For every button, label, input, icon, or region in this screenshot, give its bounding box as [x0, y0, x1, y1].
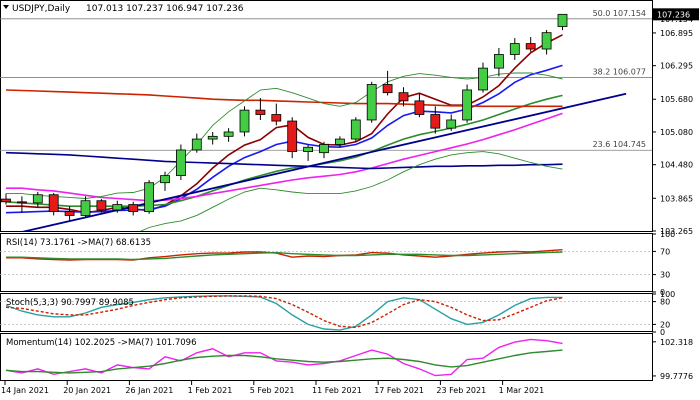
dropdown-triangle-icon [3, 5, 9, 9]
stoch-tick-label: 0 [660, 328, 665, 337]
candle-bear [96, 200, 107, 211]
trendline [22, 92, 627, 231]
candle-bull [366, 84, 377, 121]
candle-bear [287, 120, 298, 153]
candle-bull [144, 182, 155, 213]
candle-bull [303, 146, 314, 153]
symbol-header: USDJPY,Daily 107.013 107.237 106.947 107… [3, 4, 244, 14]
date-tick-label: 26 Jan 2021 [125, 386, 173, 395]
candle-bear [255, 109, 266, 115]
candle-bear [48, 194, 59, 213]
candle-bull [207, 135, 218, 140]
price-tick-label: 106.895 [660, 29, 693, 38]
last-price-box [653, 8, 699, 21]
date-tick-label: 23 Feb 2021 [436, 386, 486, 395]
candle-bear [430, 114, 441, 129]
stoch-tick-label: 80 [660, 298, 670, 307]
candle-bull [191, 138, 202, 151]
candle-bear [128, 204, 139, 213]
candle-bear [64, 211, 75, 216]
candle-bull [462, 89, 473, 121]
candle-bull [541, 32, 552, 50]
candle-bull [557, 13, 568, 27]
axis-labels: 107.154106.895106.295105.680105.080104.4… [1, 8, 699, 395]
rsi-tick-label: 70 [660, 247, 670, 256]
candle-bear [16, 201, 27, 204]
overlay-line [6, 34, 563, 214]
price-tick-label: 105.680 [660, 95, 693, 104]
overlay-line [140, 151, 563, 231]
price-panel[interactable]: 50.0 107.154 38.2 106.077 23.6 104.745 [0, 9, 652, 246]
date-tick-label: 5 Feb 2021 [250, 386, 295, 395]
price-tick-label: 106.295 [660, 62, 693, 71]
candle-bull [32, 194, 43, 204]
candle-bear [1, 198, 11, 203]
candle-bull [223, 131, 234, 137]
date-tick-label: 14 Jan 2021 [1, 386, 49, 395]
candle-bull [478, 67, 488, 91]
date-tick-label: 1 Feb 2021 [188, 386, 233, 395]
candle-bull [446, 119, 457, 129]
candle-bull [160, 175, 170, 184]
candle-bull [80, 200, 91, 216]
candle-bull [509, 43, 520, 55]
fib-level-label: 23.6 104.745 [593, 140, 646, 149]
indicator-panels [0, 249, 652, 377]
candle-bull [112, 204, 123, 211]
candle-bull [239, 109, 250, 133]
candle-bear [398, 92, 409, 102]
ohlc-values: 107.013 107.237 106.947 107.236 [86, 4, 244, 14]
date-tick-label: 11 Feb 2021 [312, 386, 362, 395]
panel-frames [0, 0, 653, 381]
momentum-tick-label: 102.318 [660, 338, 693, 347]
stoch-tick-label: 20 [660, 320, 670, 329]
last-price-label: 107.236 [657, 10, 690, 19]
candle-bull [350, 119, 361, 140]
candle-bull [493, 54, 504, 69]
candle-bull [334, 138, 345, 145]
candle-bear [271, 114, 282, 122]
fib-level-label: 50.0 107.154 [593, 9, 646, 18]
price-tick-label: 103.865 [660, 194, 693, 203]
candle-bull [319, 144, 329, 154]
candle-bear [382, 84, 393, 94]
symbol-label: USDJPY,Daily [12, 4, 71, 14]
rsi-tick-label: 0 [660, 288, 665, 297]
momentum-tick-label: 99.7776 [660, 372, 693, 381]
date-tick-label: 17 Feb 2021 [374, 386, 424, 395]
rsi-label: RSI(14) 73.1761 ->MA(7) 68.6135 [6, 238, 151, 248]
rsi-tick-label: 100 [660, 230, 675, 239]
rsi-series-line [6, 251, 563, 261]
overlay-line [5, 151, 563, 170]
stoch-series-line [5, 295, 563, 329]
rsi-tick-label: 30 [660, 271, 670, 280]
stoch-series-line [5, 295, 563, 331]
momentum-series-line [5, 349, 563, 374]
stoch-label: Stoch(5,3,3) 90.7997 89.9085 [6, 298, 134, 308]
date-tick-label: 20 Jan 2021 [63, 386, 111, 395]
candle-bull [175, 149, 186, 177]
fib-level-label: 38.2 106.077 [593, 68, 646, 77]
date-tick-label: 1 Mar 2021 [499, 386, 545, 395]
price-tick-label: 104.480 [660, 161, 693, 170]
candle-bear [414, 100, 425, 115]
overlay-line [6, 72, 563, 199]
candle-bear [525, 43, 536, 50]
price-tick-label: 105.080 [660, 128, 693, 137]
stoch-tick-label: 100 [660, 290, 675, 299]
price-tick-label: 103.265 [660, 227, 693, 236]
overlay-line [5, 94, 563, 207]
momentum-label: Momentum(14) 102.2025 ->MA(7) 101.7096 [6, 338, 196, 348]
